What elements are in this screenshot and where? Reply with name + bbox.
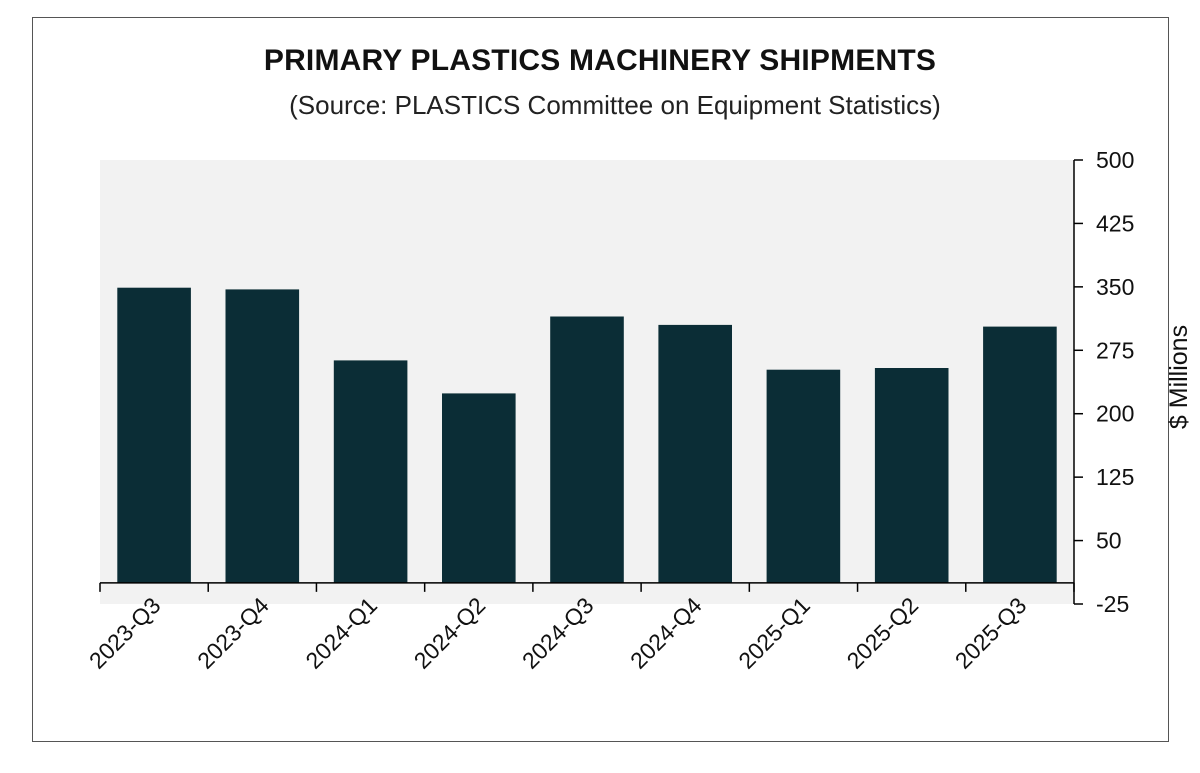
x-tick-label-2025-Q1: 2025-Q1 [733,592,815,674]
y-tick-label--25: -25 [1096,591,1129,617]
x-tick-label-2024-Q3: 2024-Q3 [517,592,599,674]
y-tick-label-50: 50 [1096,528,1122,554]
y-tick-label-125: 125 [1096,464,1134,490]
x-tick-label-2024-Q2: 2024-Q2 [409,592,491,674]
chart-title: PRIMARY PLASTICS MACHINERY SHIPMENTS [263,44,937,77]
bar-2023-Q3 [117,287,191,583]
y-axis-title: $ Millions [1165,325,1193,429]
bar-2025-Q2 [874,368,949,583]
y-tick-label-350: 350 [1096,274,1134,300]
chart-subtitle: (Source: PLASTICS Committee on Equipment… [289,90,941,120]
bar-2023-Q4 [225,289,300,583]
y-tick-label-500: 500 [1096,147,1134,173]
x-tick-label-2025-Q2: 2025-Q2 [842,592,924,674]
y-tick-label-275: 275 [1096,337,1134,363]
bar-2025-Q3 [983,326,1057,583]
bar-2024-Q2 [442,393,516,583]
bar-2024-Q4 [658,324,732,583]
y-tick-label-200: 200 [1096,401,1134,427]
x-tick-label-2023-Q3: 2023-Q3 [84,592,166,674]
x-tick-label-2023-Q4: 2023-Q4 [192,592,274,674]
x-tick-label-2024-Q1: 2024-Q1 [300,592,382,674]
y-tick-label-425: 425 [1096,210,1134,236]
bars-group [117,287,1057,583]
bar-2025-Q1 [766,369,841,583]
bar-2024-Q3 [550,316,624,583]
x-tick-label-2024-Q4: 2024-Q4 [625,592,707,674]
y-axis: -25 50 125 200 275 350 425 500 [1073,147,1134,617]
bar-2024-Q1 [333,360,408,583]
x-tick-label-2025-Q3: 2025-Q3 [950,592,1032,674]
